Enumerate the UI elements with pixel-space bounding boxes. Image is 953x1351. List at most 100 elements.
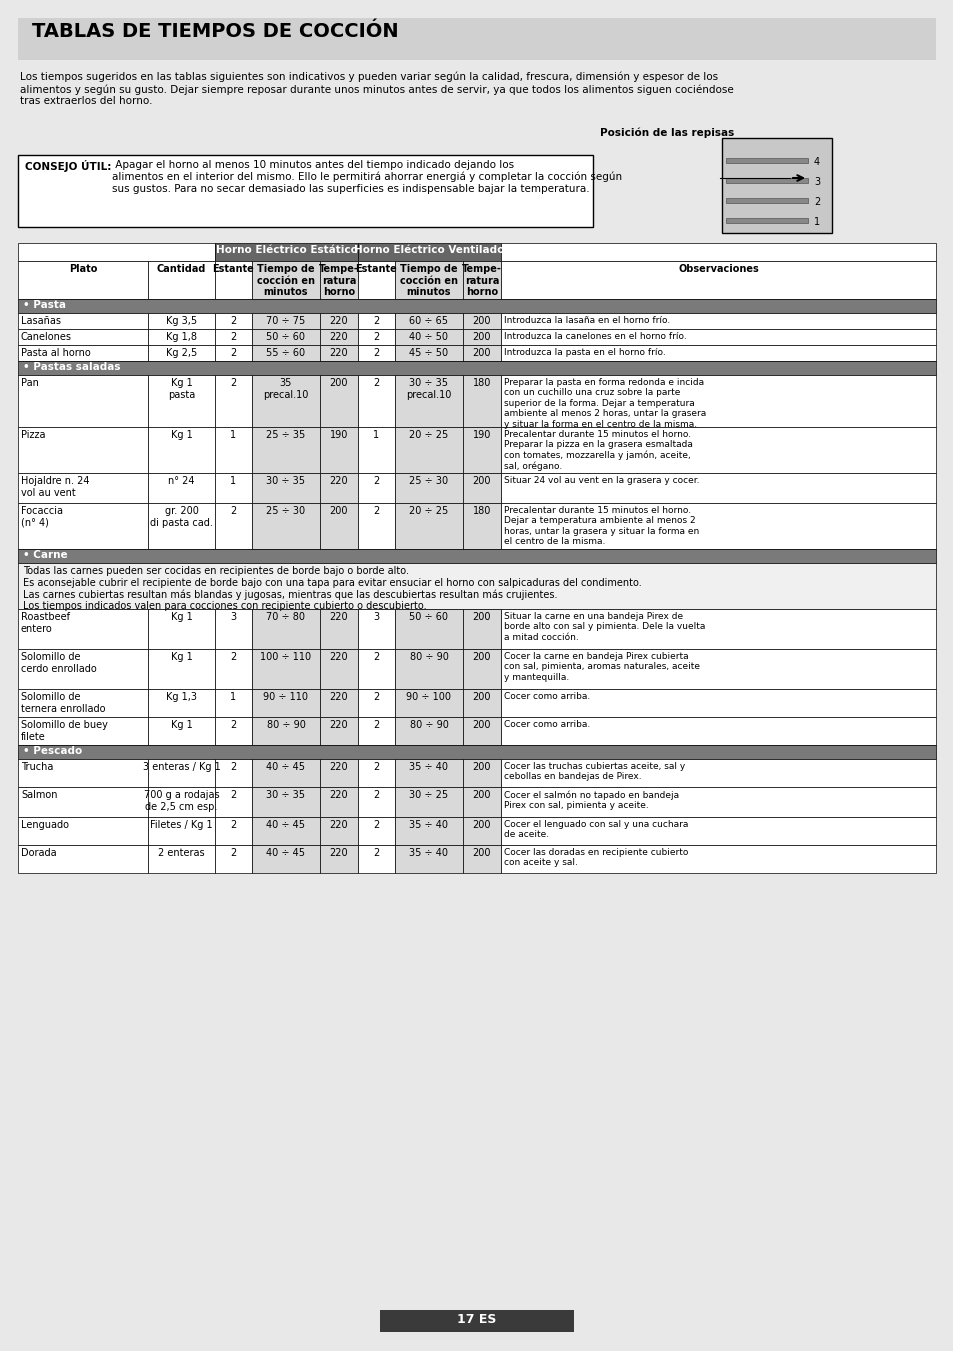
Text: 4: 4 [813, 157, 820, 168]
Text: 200: 200 [473, 653, 491, 662]
Bar [500, 788, 935, 817]
Text: 190: 190 [330, 430, 348, 440]
Bar [462, 473, 500, 503]
Bar [252, 261, 319, 299]
Text: 30 ÷ 35: 30 ÷ 35 [266, 476, 305, 486]
Text: 50 ÷ 60: 50 ÷ 60 [266, 332, 305, 342]
Text: Pasta al horno: Pasta al horno [21, 349, 91, 358]
Bar [462, 609, 500, 648]
Text: Situar 24 vol au vent en la grasera y cocer.: Situar 24 vol au vent en la grasera y co… [503, 476, 699, 485]
Bar [462, 427, 500, 473]
Bar [462, 345, 500, 361]
Bar [462, 844, 500, 873]
Bar [18, 744, 935, 759]
Text: 220: 220 [330, 612, 348, 621]
Text: 2: 2 [373, 476, 379, 486]
Text: Lenguado: Lenguado [21, 820, 69, 830]
Text: 17 ES: 17 ES [456, 1313, 497, 1325]
Text: 30 ÷ 35: 30 ÷ 35 [266, 790, 305, 800]
Bar [148, 503, 214, 549]
Bar [148, 473, 214, 503]
Text: 2: 2 [230, 820, 236, 830]
Bar [252, 817, 319, 844]
Text: 35
precal.10: 35 precal.10 [263, 378, 309, 400]
Text: CONSEJO ÚTIL:: CONSEJO ÚTIL: [25, 159, 112, 172]
Bar [214, 427, 252, 473]
Bar [462, 330, 500, 345]
Text: 35 ÷ 40: 35 ÷ 40 [409, 848, 448, 858]
Bar [319, 717, 357, 744]
Text: 220: 220 [330, 349, 348, 358]
Text: Solomillo de
ternera enrollado: Solomillo de ternera enrollado [21, 692, 106, 713]
Bar [252, 427, 319, 473]
Bar [319, 261, 357, 299]
Bar [148, 788, 214, 817]
Bar [395, 689, 462, 717]
Text: 25 ÷ 35: 25 ÷ 35 [266, 430, 305, 440]
Text: Cocer las doradas en recipiente cubierto
con aceite y sal.: Cocer las doradas en recipiente cubierto… [503, 848, 688, 867]
Bar [395, 717, 462, 744]
Bar [395, 376, 462, 427]
Bar [395, 473, 462, 503]
Bar [319, 759, 357, 788]
Bar [395, 788, 462, 817]
Text: Cantidad: Cantidad [156, 263, 206, 274]
Text: Posición de las repisas: Posición de las repisas [599, 127, 734, 138]
Bar [500, 648, 935, 689]
Bar [357, 261, 395, 299]
Bar [357, 609, 395, 648]
Text: 1: 1 [231, 476, 236, 486]
Bar [500, 345, 935, 361]
Text: Kg 1: Kg 1 [171, 430, 193, 440]
Text: 200: 200 [473, 612, 491, 621]
Bar [214, 717, 252, 744]
Bar [252, 473, 319, 503]
Bar [148, 376, 214, 427]
Text: Pan: Pan [21, 378, 39, 388]
Text: Situar la carne en una bandeja Pirex de
borde alto con sal y pimienta. Dele la v: Situar la carne en una bandeja Pirex de … [503, 612, 704, 642]
Bar [319, 345, 357, 361]
Bar [725, 178, 807, 182]
Bar [319, 817, 357, 844]
Bar [18, 648, 148, 689]
Bar [18, 759, 148, 788]
Text: 220: 220 [330, 790, 348, 800]
Text: 90 ÷ 100: 90 ÷ 100 [406, 692, 451, 703]
Text: Tiempo de
cocción en
minutos: Tiempo de cocción en minutos [256, 263, 314, 297]
Text: 20 ÷ 25: 20 ÷ 25 [409, 430, 448, 440]
Bar [214, 243, 357, 261]
Text: Kg 1,3: Kg 1,3 [166, 692, 196, 703]
Text: Observaciones: Observaciones [678, 263, 758, 274]
Text: Los tiempos sugeridos en las tablas siguientes son indicativos y pueden variar s: Los tiempos sugeridos en las tablas sigu… [20, 72, 733, 107]
Text: Preparar la pasta en forma redonda e incida
con un cuchillo una cruz sobre la pa: Preparar la pasta en forma redonda e inc… [503, 378, 705, 428]
Bar [462, 503, 500, 549]
Bar [214, 759, 252, 788]
Text: 3: 3 [373, 612, 379, 621]
Bar [357, 717, 395, 744]
Text: Estante: Estante [213, 263, 254, 274]
Text: 200: 200 [473, 820, 491, 830]
Bar [357, 817, 395, 844]
Text: Kg 3,5: Kg 3,5 [166, 316, 197, 326]
Bar [252, 844, 319, 873]
Text: 90 ÷ 110: 90 ÷ 110 [263, 692, 308, 703]
Text: 40 ÷ 45: 40 ÷ 45 [266, 820, 305, 830]
Bar [18, 473, 148, 503]
Text: 2: 2 [373, 653, 379, 662]
Bar [319, 473, 357, 503]
Text: 80 ÷ 90: 80 ÷ 90 [266, 720, 305, 730]
Bar [462, 817, 500, 844]
Text: • Pastas saladas: • Pastas saladas [23, 362, 120, 373]
Bar [18, 788, 148, 817]
Text: 1: 1 [373, 430, 379, 440]
Bar [500, 243, 935, 261]
Text: 200: 200 [473, 720, 491, 730]
Text: 2: 2 [230, 762, 236, 771]
Bar [395, 503, 462, 549]
Bar [214, 788, 252, 817]
Bar [357, 473, 395, 503]
Bar [148, 817, 214, 844]
Text: 200: 200 [473, 790, 491, 800]
Text: 1: 1 [231, 692, 236, 703]
Bar [500, 717, 935, 744]
